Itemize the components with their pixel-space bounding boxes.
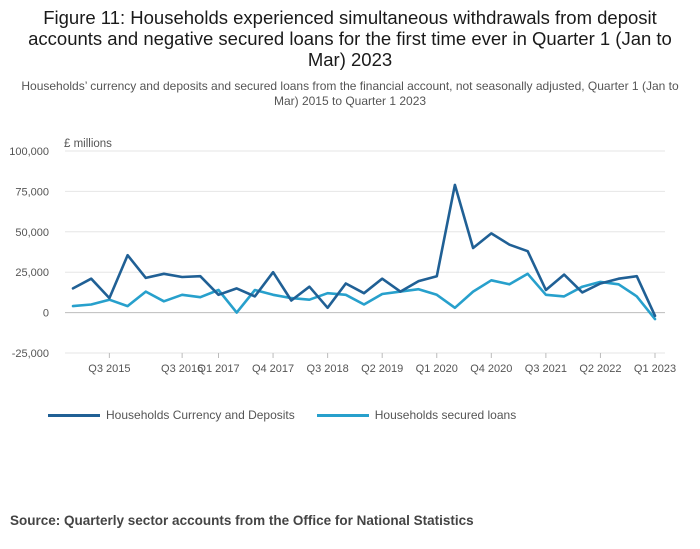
series-line-secured-loans: [71, 272, 657, 321]
x-tick-label: Q2 2022: [579, 363, 621, 375]
y-tick-label: 100,000: [9, 146, 49, 158]
x-tick-label: Q3 2021: [525, 363, 567, 375]
legend-item-secured-loans: Households secured loans: [316, 408, 517, 422]
legend-label-currency-deposits: Households Currency and Deposits: [106, 408, 295, 422]
y-axis-label: £ millions: [64, 138, 112, 150]
legend-swatch-currency-deposits: [48, 413, 100, 417]
x-tick-label: Q1 2017: [197, 363, 239, 375]
x-tick-label: Q3 2018: [307, 363, 349, 375]
source-note: Source: Quarterly sector accounts from t…: [10, 513, 474, 528]
x-tick-label: Q3 2015: [88, 363, 130, 375]
legend: Households Currency and Deposits Househo…: [48, 408, 538, 422]
y-tick-label: 0: [43, 308, 49, 320]
x-tick-label: Q2 2019: [361, 363, 403, 375]
legend-swatch-secured-loans: [316, 413, 369, 417]
y-tick-label: -25,000: [12, 348, 49, 360]
chart-title: Figure 11: Households experienced simult…: [28, 7, 672, 70]
x-tick-label: Q1 2020: [416, 363, 458, 375]
legend-label-secured-loans: Households secured loans: [374, 408, 517, 422]
x-tick-label: Q1 2023: [634, 363, 676, 375]
legend-item-currency-deposits: Households Currency and Deposits: [48, 408, 295, 422]
series-line-currency-deposits: [71, 183, 657, 318]
x-tick-label: Q4 2017: [252, 363, 294, 375]
y-tick-label: 75,000: [15, 186, 49, 198]
x-tick-label: Q4 2020: [470, 363, 512, 375]
x-tick-label: Q3 2016: [161, 363, 203, 375]
y-tick-label: 50,000: [15, 227, 49, 239]
line-chart: -25,000 0 25,000 50,000 75,000 100,000 Q3 201…: [9, 138, 676, 375]
chart-subtitle: Households’ currency and deposits and se…: [21, 79, 679, 108]
y-tick-label: 25,000: [15, 267, 49, 279]
